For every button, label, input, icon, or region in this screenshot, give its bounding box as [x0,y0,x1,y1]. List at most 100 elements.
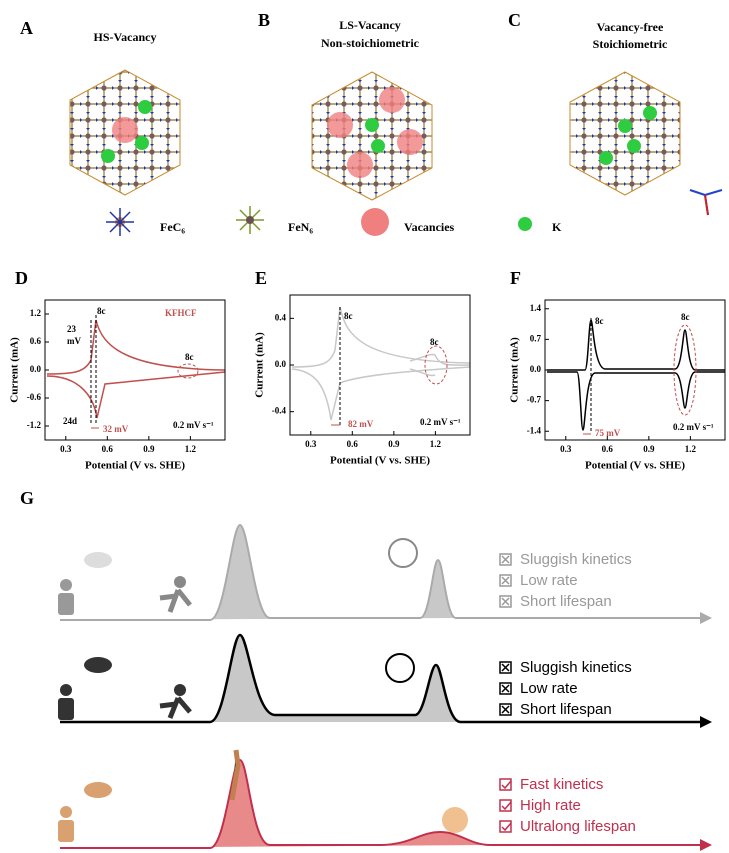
k-ion [365,118,379,132]
vacancy [112,117,138,143]
crystal [569,71,681,196]
y-tick-label: 0.0 [30,364,42,374]
checkbox [499,778,512,791]
panel-label: C [508,10,521,30]
x-axis-label: Potential (V vs. SHE) [330,455,430,467]
runner [159,588,192,613]
runner [174,684,186,696]
thought [84,782,112,798]
annotation: 8c [185,352,194,362]
legend-icon [518,217,532,231]
panel-label: G [20,488,34,508]
legend-label: Vacancies [404,220,455,234]
guide [90,315,97,425]
plot-e: E 0.3 0.6 0.9 1.2 0.4 0.0 -0.4 Potential (V vs. … [254,268,471,467]
y-tick-label: 1.2 [30,308,42,318]
row-1 [58,523,712,624]
cv-curve [409,353,471,377]
legend-label: FeN₆ [288,220,313,234]
person [60,806,72,818]
annotation: 8c [595,316,604,326]
panel-title: LS-Vacancy [339,18,401,32]
y-tick-label: 0.0 [275,359,287,369]
annotation: 82 mV [348,419,374,429]
person [60,579,72,591]
annotation: 8c [430,337,439,347]
g-item: High rate [520,797,581,814]
panel-label: E [255,268,267,288]
x-tick-label: 0.3 [305,439,317,449]
k-ion [138,100,152,114]
g-item: Sluggish kinetics [520,659,632,676]
vacancy [327,112,353,138]
annotation: 24d [63,416,77,426]
person [58,593,74,615]
checkbox-mark [501,576,510,585]
k-ion [643,106,657,120]
g-item: Sluggish kinetics [520,551,632,568]
annotation: 0.2 mV s⁻¹ [420,417,461,427]
peak-profile [60,523,457,621]
panel-label: F [510,268,521,288]
annotation: 75 mV [595,428,621,438]
k-ion [135,136,149,150]
runner [174,576,186,588]
checkbox-mark [501,663,510,672]
annotation: 8c [344,311,353,321]
cv-curve [547,319,725,371]
checkbox [499,682,512,695]
annotation: KFHCF [165,308,197,318]
checkbox-mark [501,555,510,564]
x-tick-label: 0.6 [347,439,359,449]
k-ion [371,139,385,153]
k-ion [627,139,641,153]
plot-f: F 0.3 0.6 0.9 1.2 1.4 0.7 0.0 -0.7 -1.4 Potential … [509,268,726,472]
axes-icon [704,194,709,216]
panel-title: HS-Vacancy [94,30,157,44]
x-tick-label: 1.2 [685,444,697,454]
person [58,698,74,720]
checkbox [499,553,512,566]
checkbox [499,595,512,608]
panel-b: B LS-Vacancy Non-stoichiometric [258,10,433,201]
panel-title: Stoichiometric [593,37,668,51]
arrowhead [700,716,712,728]
x-tick-label: 0.6 [102,444,114,454]
x-axis-label: Potential (V vs. SHE) [585,460,685,472]
panel-title: Non-stoichiometric [321,36,420,50]
arrowhead [700,612,712,624]
face [385,653,415,683]
x-tick-label: 1.2 [430,439,442,449]
legend-icon [246,216,254,224]
cv-curve [46,371,226,419]
thought [84,552,112,568]
x-tick-label: 0.9 [143,444,155,454]
row-2 [58,633,712,728]
k-ion [101,149,115,163]
legend-label: FeC₆ [160,220,185,234]
y-tick-label: -0.4 [272,406,287,416]
g-item: Fast kinetics [520,776,603,793]
k-ion [618,119,632,133]
checkbox-mark [501,822,512,832]
checkbox-mark [501,801,512,811]
g-item: Low rate [520,572,578,589]
g-item: Short lifespan [520,701,612,718]
annotation: 8c [681,312,690,322]
legend-icon [106,208,134,236]
x-axis-label: Potential (V vs. SHE) [85,460,185,472]
annotation: 23 [67,324,77,334]
highlight [673,324,697,416]
y-tick-label: 0.7 [530,333,542,343]
thought [84,657,112,673]
runner [159,696,192,719]
panel-a: A HS-Vacancy [20,18,181,196]
annotation: 0.2 mV s⁻¹ [173,420,214,430]
x-tick-label: 0.9 [388,439,400,449]
y-tick-label: -1.2 [27,420,42,430]
climber [229,749,241,801]
panel-title: Vacancy-free [597,20,664,34]
checkbox [499,820,512,833]
annotation: 8c [97,306,106,316]
legend: FeC₆ FeN₆ Vacancies K [106,206,562,236]
